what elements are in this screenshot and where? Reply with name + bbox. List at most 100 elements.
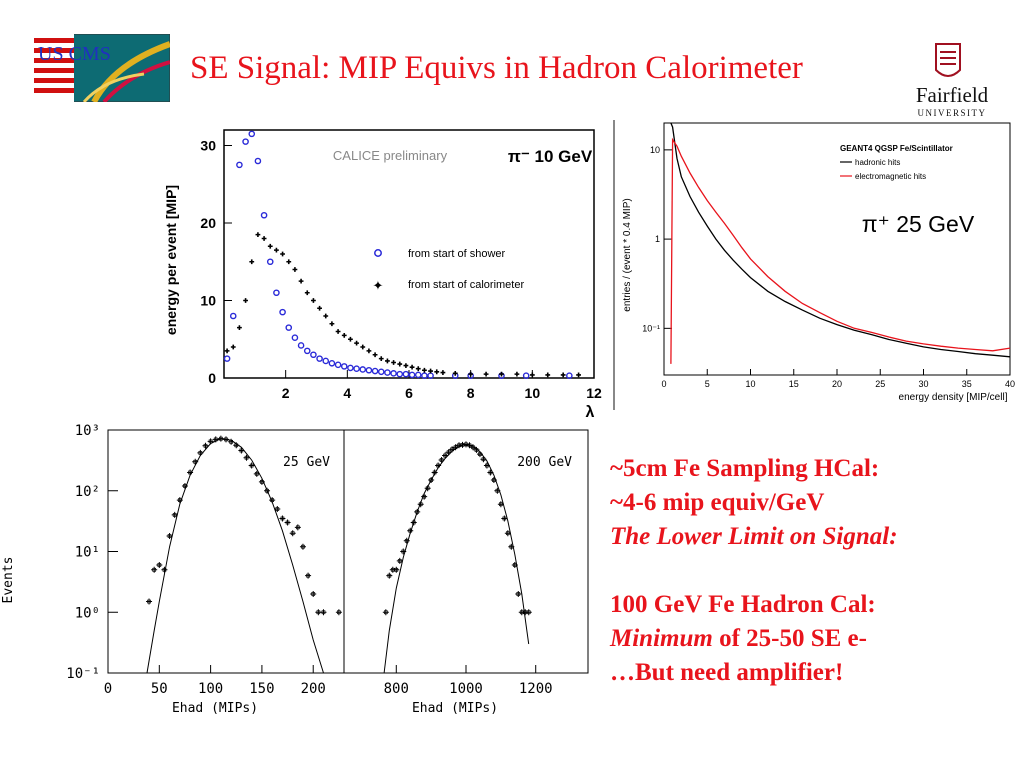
y-tick-label: 20 [200, 215, 216, 231]
x-tick-label: 0 [661, 379, 666, 389]
x-axis-label-right: Ehad (MIPs) [412, 701, 498, 716]
data-point-calorimeter [366, 348, 372, 354]
data-point [305, 572, 312, 579]
legend-marker-calorimeter: ✦ [373, 278, 384, 293]
data-point-box [516, 592, 521, 596]
note-line: ~5cm Fe Sampling HCal: [610, 455, 880, 482]
legend-label-em: electromagnetic hits [855, 172, 926, 181]
x-tick-label: 20 [832, 379, 842, 389]
data-point-calorimeter [409, 364, 415, 370]
data-point-box [337, 610, 341, 615]
geant4-energy-density-chart: 0 5 10 15 20 25 30 35 40 10⁻¹ 1 10 entries / (event… [618, 115, 1020, 415]
data-point-calorimeter [415, 366, 421, 372]
x-tick-label: 25 [875, 379, 885, 389]
note-line: Minimum of 25-50 SE e- [610, 622, 1020, 656]
data-point-calorimeter [378, 356, 384, 362]
y-tick-label: 10⁻¹ [642, 323, 660, 333]
data-point-calorimeter [440, 370, 446, 375]
data-point-box [429, 478, 433, 482]
data-point-box [481, 457, 486, 462]
data-point-box [254, 471, 259, 476]
fit-curve-25gev [146, 438, 332, 674]
data-point-box [443, 453, 447, 458]
data-point [320, 609, 327, 616]
shield-icon [935, 43, 961, 77]
data-point [504, 530, 511, 537]
data-point-shower [254, 157, 262, 165]
data-point-calorimeter [452, 370, 458, 376]
x-tick-label: 50 [151, 681, 168, 697]
x-axis-label: energy density [MIP/cell] [899, 392, 1008, 403]
data-point-box [244, 455, 249, 460]
data-point [393, 566, 400, 573]
y-tick-label: 10⁰ [75, 605, 100, 621]
chart-annotation: CALICE preliminary [333, 148, 448, 163]
x-tick-label: 150 [249, 681, 274, 697]
data-point-shower [421, 372, 428, 379]
data-point [171, 511, 178, 518]
data-point-calorimeter [483, 371, 489, 377]
data-point-box [208, 439, 213, 444]
data-point-box [316, 610, 321, 615]
data-point [176, 497, 183, 504]
data-point-shower [384, 369, 391, 376]
note-emphasis: Minimum [610, 625, 713, 652]
note-line: ~4-6 mip equiv/GeV [610, 489, 825, 516]
note-line: 100 GeV Fe Hadron Cal: [610, 591, 876, 618]
data-point-box [147, 599, 151, 604]
data-point-shower [377, 368, 385, 376]
data-point-shower [316, 355, 323, 362]
data-point-shower [371, 367, 379, 375]
y-tick-label: 10² [75, 484, 100, 500]
data-point-calorimeter [514, 371, 520, 377]
series-line-em [670, 137, 1011, 364]
fairfield-logo-subtext: UNIVERSITY [918, 108, 987, 118]
data-point-box [499, 502, 503, 507]
data-point-box [488, 470, 493, 475]
y-tick-label: 30 [200, 138, 216, 154]
x-tick-label: 800 [384, 681, 409, 697]
data-point-shower [279, 308, 286, 316]
data-point-shower [353, 365, 360, 373]
data-point-calorimeter [545, 372, 551, 378]
x-tick-label: 35 [962, 379, 972, 389]
data-point-calorimeter [261, 236, 267, 241]
data-point [294, 524, 301, 531]
data-point [335, 609, 342, 616]
data-point-shower [297, 342, 305, 349]
data-point-box [295, 525, 300, 530]
note-line: The Lower Limit on Signal: [610, 523, 898, 550]
data-point [501, 515, 508, 522]
data-point-calorimeter [292, 267, 298, 272]
calice-energy-chart: 2 4 6 8 10 12 0 10 20 30 energy per event [MIP] λ… [160, 110, 610, 422]
data-point [515, 590, 522, 597]
data-point-calorimeter [335, 329, 341, 334]
data-point-box [446, 450, 451, 455]
data-point-box [203, 443, 208, 448]
x-tick-label: 10 [525, 385, 541, 401]
data-point-box [439, 458, 444, 462]
data-point-box [485, 463, 489, 468]
legend-label-hadronic: hadronic hits [855, 158, 900, 167]
y-axis-label: energy per event [MIP] [163, 185, 179, 335]
plot-frame [663, 122, 1011, 376]
data-point-calorimeter [304, 290, 310, 296]
x-axis-label: λ [586, 404, 595, 421]
data-point [279, 515, 286, 522]
data-point-calorimeter [576, 372, 581, 378]
data-point-calorimeter [354, 340, 359, 346]
legend-label-calorimeter: from start of calorimeter [408, 279, 524, 291]
fairfield-logo-text: Fairfield [916, 83, 989, 107]
data-point-calorimeter [255, 232, 261, 238]
data-point-box [502, 516, 507, 521]
data-point [396, 557, 403, 564]
uscms-logo: US CMS [33, 33, 172, 104]
data-point-box [157, 563, 162, 567]
x-tick-label: 15 [789, 379, 799, 389]
data-point-shower [365, 366, 373, 374]
y-tick-label: 10¹ [75, 545, 100, 561]
data-point-box [397, 559, 402, 563]
data-point-calorimeter [499, 371, 504, 377]
data-point-box [311, 592, 316, 596]
fairfield-logo: Fairfield UNIVERSITY [906, 42, 998, 118]
